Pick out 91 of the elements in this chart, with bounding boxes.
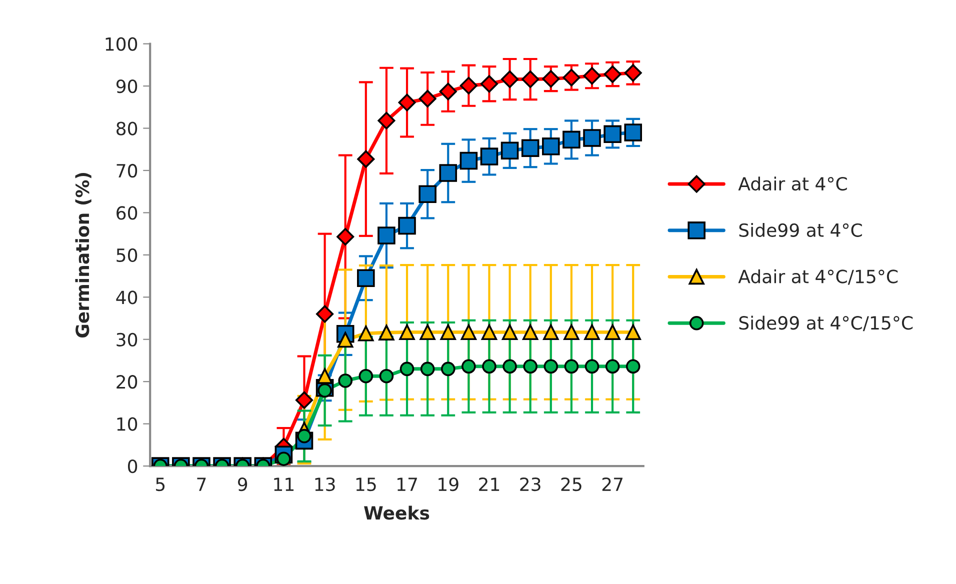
y-axis-title: Germination (%) xyxy=(75,172,92,338)
x-tick-label: 9 xyxy=(238,477,248,492)
y-tick-label: 100 xyxy=(106,37,138,51)
x-tick-label: 7 xyxy=(197,478,206,491)
point xyxy=(500,142,519,160)
point xyxy=(583,129,601,147)
point xyxy=(439,82,457,100)
point xyxy=(584,324,600,340)
point xyxy=(316,368,333,384)
point xyxy=(420,362,435,376)
point xyxy=(378,112,396,130)
point xyxy=(542,138,560,156)
point xyxy=(357,150,375,168)
x-tick-label: 23 xyxy=(520,477,540,492)
x-tick-label: 5 xyxy=(156,478,165,492)
point xyxy=(626,359,640,374)
y-tick-label: 20 xyxy=(116,375,138,389)
point xyxy=(604,125,622,144)
point xyxy=(418,90,436,108)
point xyxy=(358,368,374,384)
point xyxy=(398,216,416,235)
point xyxy=(439,164,458,182)
point xyxy=(562,130,580,149)
y-tick-label: 0 xyxy=(128,459,138,474)
y-tick-label: 10 xyxy=(117,417,138,431)
point xyxy=(440,362,456,376)
y-tick-label: 90 xyxy=(116,79,138,94)
point xyxy=(605,359,620,374)
point xyxy=(420,324,436,340)
point xyxy=(480,75,498,93)
point xyxy=(481,324,498,340)
point xyxy=(624,64,642,82)
point xyxy=(564,324,580,340)
point xyxy=(604,324,620,340)
point xyxy=(624,124,642,142)
point xyxy=(440,324,456,340)
point xyxy=(418,185,436,204)
x-tick-label: 21 xyxy=(479,477,500,491)
point xyxy=(398,94,416,112)
legend-label: Side99 at 4°C xyxy=(739,222,862,237)
point xyxy=(295,391,314,409)
point xyxy=(338,374,353,388)
point xyxy=(357,269,375,288)
point xyxy=(462,359,476,374)
y-tick-label: 70 xyxy=(116,164,138,178)
point xyxy=(522,70,540,88)
point xyxy=(564,359,579,374)
point xyxy=(501,70,519,88)
point xyxy=(502,324,518,340)
x-tick-label: 27 xyxy=(602,477,622,491)
point xyxy=(502,359,517,374)
point xyxy=(523,359,538,374)
point xyxy=(316,305,334,323)
point xyxy=(336,228,354,246)
y-tick-label: 50 xyxy=(116,248,138,262)
point xyxy=(542,70,560,88)
y-tick-label: 80 xyxy=(116,122,138,136)
point xyxy=(482,359,496,374)
x-axis-title: Weeks xyxy=(364,506,430,520)
point xyxy=(584,359,600,374)
x-tick-label: 11 xyxy=(274,478,294,491)
legend-label: Adair at 4°C/15°C xyxy=(738,269,898,285)
point xyxy=(544,359,558,374)
x-tick-label: 17 xyxy=(398,478,417,491)
y-tick-label: 40 xyxy=(116,290,138,304)
point xyxy=(562,68,580,86)
point xyxy=(400,362,414,376)
point xyxy=(378,324,394,340)
point xyxy=(460,324,477,340)
point xyxy=(480,148,498,166)
point xyxy=(358,326,374,342)
legend-label: Adair at 4°C xyxy=(738,176,847,191)
point xyxy=(521,139,540,157)
point xyxy=(378,226,396,244)
point xyxy=(604,65,622,83)
y-tick-label: 60 xyxy=(116,206,138,220)
point xyxy=(399,324,415,340)
legend-label: Side99 at 4°C/15°C xyxy=(739,316,913,332)
x-tick-label: 19 xyxy=(438,477,458,492)
x-tick-label: 13 xyxy=(315,477,335,492)
x-tick-label: 15 xyxy=(356,478,376,492)
point xyxy=(522,324,538,340)
y-tick-label: 30 xyxy=(116,332,138,346)
point xyxy=(460,152,478,170)
point xyxy=(625,324,641,340)
x-tick-label: 25 xyxy=(561,477,582,492)
point xyxy=(583,67,601,85)
point xyxy=(543,324,559,340)
point xyxy=(460,76,478,94)
point xyxy=(338,332,354,348)
point xyxy=(379,368,394,384)
